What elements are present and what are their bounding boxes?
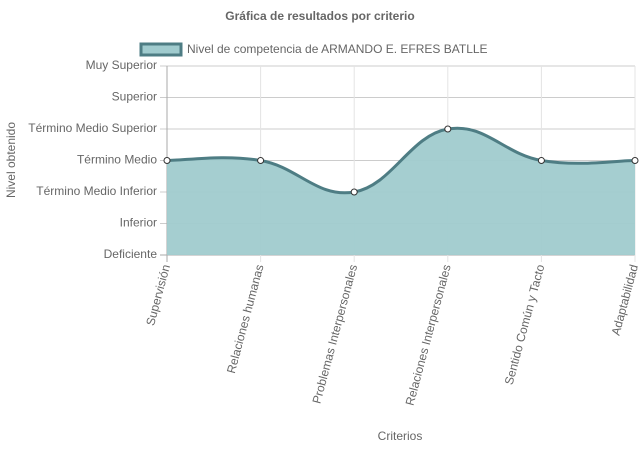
y-tick-label: Deficiente [104, 247, 158, 261]
x-tick-label: Relaciones humanas [224, 263, 267, 375]
legend-label: Nivel de competencia de ARMANDO E. EFRES… [187, 42, 488, 56]
point [350, 188, 358, 196]
x-tick-label: Problemas Interpersonales [310, 263, 361, 405]
y-tick-label: Superior [112, 90, 157, 104]
x-tick-label: Supervisión [143, 263, 173, 327]
point [163, 157, 171, 164]
area [167, 128, 635, 255]
x-tick-label: Sentido Común y Tacto [502, 263, 548, 387]
chart-title: Gráfica de resultados por criterio [225, 9, 414, 23]
x-axis-label: Criterios [378, 429, 423, 443]
y-tick-label: Muy Superior [86, 58, 157, 72]
point [537, 157, 545, 164]
y-tick-label: Término Medio [77, 153, 157, 167]
y-tick-label: Inferior [120, 216, 157, 230]
y-tick-label: Término Medio Inferior [36, 184, 157, 198]
x-tick-label: Relaciones Interpersonales [403, 263, 454, 407]
point [444, 125, 452, 133]
y-axis-label: Nivel obtenido [4, 122, 18, 198]
x-tick-label: Adaptabilidad [609, 263, 639, 337]
legend-swatch [139, 42, 183, 57]
line [166, 126, 636, 195]
y-tick-label: Término Medio Superior [28, 121, 157, 135]
point [257, 157, 265, 164]
point [631, 157, 639, 164]
